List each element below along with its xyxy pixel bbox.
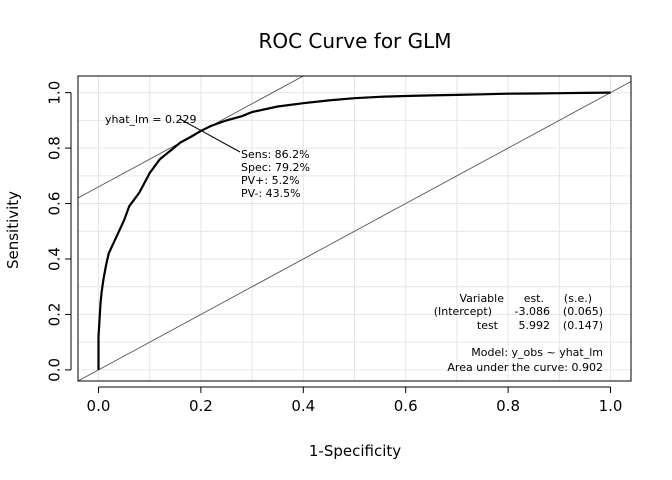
y-axis: 0.0 0.2 0.4 0.6 0.8 1.0: [46, 81, 72, 382]
coef-row-se: (0.065): [563, 305, 603, 318]
x-tick-label: 0.6: [394, 397, 418, 415]
chart-title: ROC Curve for GLM: [258, 29, 451, 53]
plot-frame: [77, 75, 632, 382]
y-tick-label: 0.8: [46, 136, 64, 160]
coef-row-se: (0.147): [563, 319, 603, 332]
x-tick-label: 0.0: [87, 397, 111, 415]
diagonal-reference-line: [78, 81, 631, 381]
coef-header-se: (s.e.): [564, 292, 592, 305]
roc-curve-group: [97, 91, 611, 370]
y-tick-label: 0.4: [46, 247, 64, 271]
reference-lines: [78, 76, 631, 381]
x-tick-label: 0.8: [496, 397, 520, 415]
y-axis-label: Sensitivity: [4, 191, 22, 269]
threshold-annotation: yhat_lm = 0.229 Sens: 86.2% Spec: 79.2% …: [105, 113, 310, 200]
y-tick-label: 1.0: [46, 81, 64, 105]
y-tick-label: 0.0: [46, 358, 64, 382]
x-axis: 0.0 0.2 0.4 0.6 0.8 1.0: [87, 386, 623, 415]
coef-header-variable: Variable: [459, 292, 504, 305]
pvpos-label: PV+: 5.2%: [241, 174, 300, 187]
x-tick-label: 0.2: [189, 397, 213, 415]
pvneg-label: PV-: 43.5%: [241, 187, 301, 200]
y-tick-label: 0.6: [46, 192, 64, 216]
spec-label: Spec: 79.2%: [241, 161, 310, 174]
y-tick-label: 0.2: [46, 303, 64, 327]
coef-row-est: 5.992: [519, 319, 551, 332]
tangent-reference-line: [78, 76, 305, 199]
sens-label: Sens: 86.2%: [241, 148, 310, 161]
roc-curve-line: [97, 91, 611, 370]
x-tick-label: 0.4: [291, 397, 315, 415]
coef-row-variable: test: [477, 319, 499, 332]
coefficient-table: Variable est. (s.e.) (Intercept) -3.086 …: [434, 292, 603, 374]
coef-row-variable: (Intercept): [434, 305, 492, 318]
threshold-label: yhat_lm = 0.229: [105, 113, 197, 126]
x-tick-label: 1.0: [599, 397, 623, 415]
threshold-leader-line: [179, 118, 241, 153]
auc-label: Area under the curve: 0.902: [447, 361, 603, 374]
x-axis-label: 1-Specificity: [309, 442, 401, 460]
coef-row-est: -3.086: [515, 305, 550, 318]
coef-header-est: est.: [524, 292, 544, 305]
model-formula: Model: y_obs ~ yhat_lm: [471, 346, 603, 359]
